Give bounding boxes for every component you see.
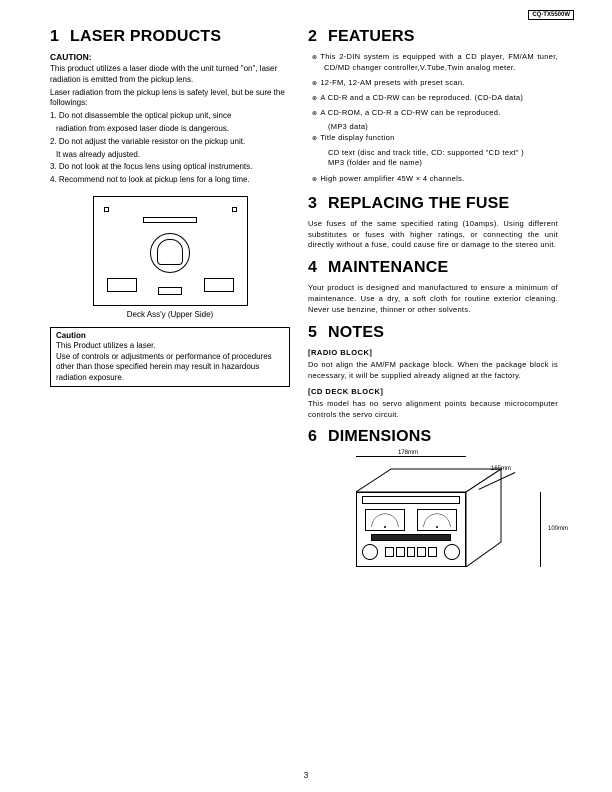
list-item-2b: It was already adjusted.: [64, 150, 290, 161]
dim-width: 178mm: [398, 450, 418, 456]
list-item-1: 1. Do not disassemble the optical pickup…: [58, 111, 290, 122]
radio-block-header: [RADIO BLOCK]: [308, 348, 558, 357]
page-number: 3: [304, 771, 308, 780]
radio-block-text: Do not align the AM/FM package block. Wh…: [308, 360, 558, 382]
section-3-text: Use fuses of the same specified rating (…: [308, 219, 558, 252]
left-column: 1LASER PRODUCTS CAUTION: This product ut…: [50, 28, 290, 599]
list-item-1b: radiation from exposed laser diode is da…: [64, 124, 290, 135]
deck-figure: [93, 196, 248, 306]
list-item-3: 3. Do not look at the focus lens using o…: [58, 162, 290, 173]
dimensions-figure: 178mm 165mm: [328, 454, 523, 599]
page-content: 1LASER PRODUCTS CAUTION: This product ut…: [0, 0, 612, 619]
dim-height: 100mm: [548, 526, 568, 532]
model-tag: CQ-TX5500W: [528, 10, 574, 20]
caution-box-l1: This Product utilizes a laser.: [56, 341, 284, 351]
feature-4b: (MP3 data): [328, 122, 558, 133]
feature-5: Title display function: [324, 133, 558, 144]
caution-p2: Laser radiation from the pickup lens is …: [50, 88, 290, 110]
section-3-heading: 3REPLACING THE FUSE: [308, 195, 558, 213]
section-6-heading: 6DIMENSIONS: [308, 428, 558, 446]
caution-header: CAUTION:: [50, 52, 290, 62]
feature-2: 12-FM, 12-AM presets with preset scan.: [324, 78, 558, 89]
right-column: 2FEATUERS This 2-DIN system is equipped …: [308, 28, 558, 599]
caution-box: Caution This Product utilizes a laser. U…: [50, 327, 290, 387]
section-4-text: Your product is designed and manufacture…: [308, 283, 558, 316]
section-2-heading: 2FEATUERS: [308, 28, 558, 46]
section-1-heading: 1LASER PRODUCTS: [50, 28, 290, 46]
deck-caption: Deck Ass'y (Upper Side): [50, 310, 290, 319]
list-item-4: 4. Recommend not to look at pickup lens …: [58, 175, 290, 186]
feature-5b: CD text (disc and track title, CD: suppo…: [328, 148, 558, 159]
section-4-heading: 4MAINTENANCE: [308, 259, 558, 277]
caution-box-l2: Use of controls or adjustments or perfor…: [56, 352, 284, 383]
cd-block-header: [CD DECK BLOCK]: [308, 387, 558, 396]
feature-6: High power amplifier 45W × 4 channels.: [324, 174, 558, 185]
list-item-2: 2. Do not adjust the variable resistor o…: [58, 137, 290, 148]
feature-4: A CD-ROM, a CD-R a CD-RW can be reproduc…: [324, 108, 558, 119]
cd-block-text: This model has no servo alignment points…: [308, 399, 558, 421]
feature-5c: MP3 (folder and fle name): [328, 158, 558, 169]
feature-1: This 2-DIN system is equipped with a CD …: [324, 52, 558, 74]
caution-p1: This product utilizes a laser diode with…: [50, 64, 290, 86]
section-5-heading: 5NOTES: [308, 324, 558, 342]
caution-box-header: Caution: [56, 331, 284, 341]
feature-3: A CD-R and a CD-RW can be reproduced. (C…: [324, 93, 558, 104]
